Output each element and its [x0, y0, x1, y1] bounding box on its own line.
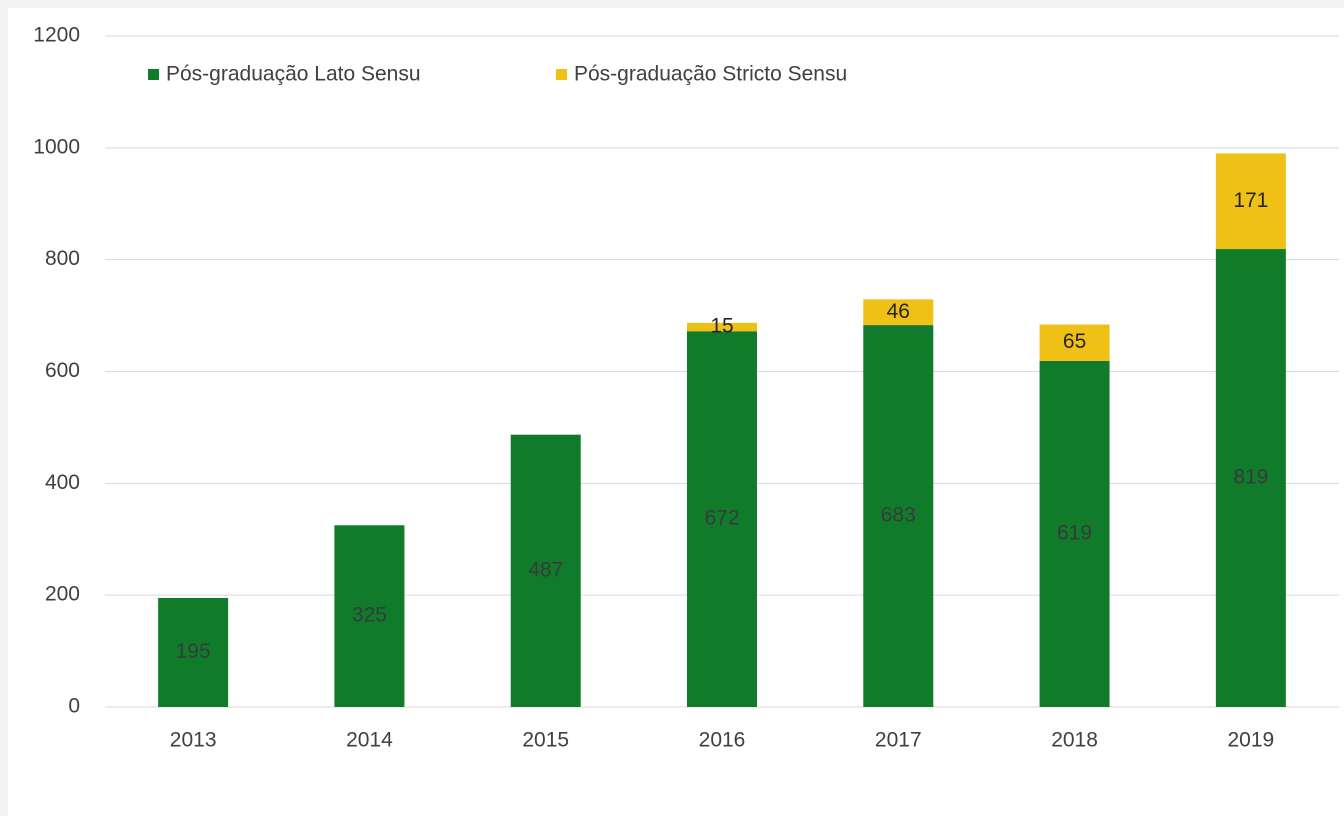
data-label: 171 [1233, 189, 1268, 212]
data-label: 683 [881, 504, 916, 527]
bar-segment [687, 322, 757, 332]
chart-background [8, 8, 1344, 816]
data-label: 65 [1063, 330, 1086, 353]
y-tick-label: 1200 [33, 24, 80, 47]
y-tick-label: 800 [45, 247, 80, 270]
bar-segment [1215, 249, 1286, 708]
x-tick-label: 2015 [522, 729, 569, 752]
data-label: 487 [528, 558, 563, 581]
y-tick-label: 0 [68, 695, 80, 718]
y-tick-label: 1000 [33, 135, 80, 158]
data-label: 46 [887, 300, 910, 323]
data-label: 819 [1233, 466, 1268, 489]
data-label: 619 [1057, 521, 1092, 544]
x-tick-label: 2016 [699, 729, 746, 752]
bar-segment [687, 331, 757, 707]
y-tick-label: 400 [45, 471, 80, 494]
x-tick-label: 2019 [1227, 729, 1274, 752]
bar-segment [334, 525, 405, 707]
x-tick-label: 2014 [346, 729, 393, 752]
bar-segment [1039, 324, 1110, 361]
legend-label: Pós-graduação Stricto Sensu [574, 63, 847, 86]
data-label: 672 [704, 507, 739, 530]
data-label: 195 [176, 640, 211, 663]
x-tick-label: 2017 [875, 729, 922, 752]
bar-segment [510, 434, 581, 707]
bar-segment [1215, 153, 1286, 250]
bar-segment [1039, 360, 1110, 707]
bar-segment [863, 325, 934, 707]
x-tick-label: 2013 [170, 729, 217, 752]
bar-segment [158, 597, 229, 707]
legend-swatch [148, 69, 159, 80]
legend-label: Pós-graduação Lato Sensu [166, 63, 421, 86]
x-tick-label: 2018 [1051, 729, 1098, 752]
y-tick-label: 200 [45, 583, 80, 606]
legend-swatch [556, 69, 567, 80]
data-label: 325 [352, 604, 387, 627]
data-label: 15 [710, 315, 733, 338]
bar-segment [863, 299, 934, 326]
y-tick-label: 600 [45, 359, 80, 382]
